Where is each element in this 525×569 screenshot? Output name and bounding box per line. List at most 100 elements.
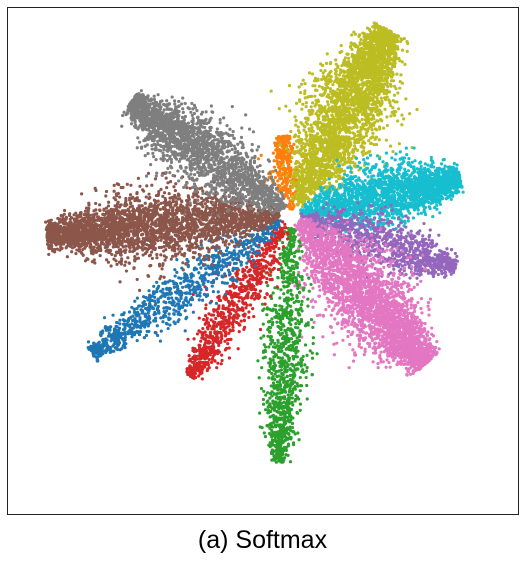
scatter-point: [363, 53, 367, 57]
scatter-point: [319, 172, 323, 176]
scatter-point: [276, 149, 280, 153]
scatter-point: [375, 42, 379, 46]
scatter-point: [353, 144, 357, 148]
scatter-point: [324, 111, 328, 115]
scatter-point: [332, 93, 336, 97]
scatter-point: [352, 107, 356, 111]
scatter-point: [304, 105, 308, 109]
scatter-point: [299, 120, 303, 125]
scatter-point: [392, 33, 396, 37]
scatter-point: [373, 65, 377, 69]
scatter-point: [333, 131, 338, 135]
scatter-point: [428, 206, 432, 211]
scatter-point: [295, 196, 299, 201]
scatter-point: [347, 110, 351, 114]
scatter-point: [362, 62, 366, 66]
scatter-point: [299, 148, 303, 152]
scatter-point: [256, 157, 261, 161]
scatter-point: [281, 145, 285, 149]
scatter-point: [332, 151, 336, 155]
scatter-point: [402, 117, 406, 121]
scatter-point: [406, 41, 410, 46]
scatter-point: [323, 105, 327, 109]
scatter-point: [286, 196, 291, 200]
scatter-point: [281, 157, 285, 161]
scatter-point: [297, 85, 301, 89]
scatter-point: [367, 72, 371, 76]
scatter-point: [358, 136, 362, 140]
scatter-point: [341, 135, 345, 139]
scatter-point: [294, 123, 298, 127]
scatter-point: [303, 149, 307, 153]
scatter-point: [398, 80, 402, 84]
scatter-point: [329, 79, 333, 83]
scatter-point: [338, 50, 342, 55]
scatter-point: [279, 149, 283, 153]
scatter-point: [371, 131, 375, 135]
scatter-point: [361, 136, 365, 140]
scatter-point: [373, 89, 377, 93]
scatter-point: [285, 134, 289, 138]
scatter-point: [334, 179, 339, 184]
scatter-point: [271, 169, 275, 174]
scatter-point: [442, 157, 446, 162]
scatter-point: [346, 95, 350, 99]
scatter-point: [346, 56, 351, 60]
scatter-point: [276, 140, 280, 145]
scatter-point: [419, 164, 423, 168]
scatter-point: [308, 181, 312, 186]
scatter-point: [288, 202, 292, 206]
scatter-point: [359, 72, 363, 76]
scatter-point: [396, 119, 400, 123]
scatter-point: [357, 140, 361, 144]
scatter-point: [318, 164, 322, 168]
scatter-point: [322, 186, 326, 190]
scatter-point: [351, 131, 355, 135]
scatter-point: [276, 173, 281, 177]
scatter-point: [328, 151, 333, 155]
scatter-point: [380, 27, 384, 31]
scatter-point: [307, 197, 311, 201]
scatter-point: [397, 163, 401, 167]
scatter-point: [303, 170, 307, 174]
scatter-point: [294, 192, 298, 196]
scatter-point: [290, 156, 294, 160]
scatter-point: [377, 112, 381, 116]
scatter-point: [389, 30, 393, 34]
scatter-point: [296, 149, 300, 153]
scatter-point: [372, 73, 376, 77]
scatter-point: [329, 97, 333, 101]
scatter-point: [365, 118, 370, 122]
scatter-point: [321, 133, 326, 137]
scatter-point: [291, 197, 295, 202]
scatter-point: [323, 177, 327, 181]
scatter-point: [289, 206, 293, 210]
scatter-point: [325, 100, 330, 104]
scatter-point: [324, 61, 329, 65]
scatter-point: [285, 187, 290, 191]
scatter-point: [422, 210, 426, 214]
scatter-point: [309, 192, 313, 196]
scatter-point: [377, 171, 381, 176]
scatter-point: [349, 75, 353, 79]
scatter-point: [419, 211, 423, 215]
scatter-point: [431, 214, 435, 219]
scatter-point: [304, 101, 308, 105]
scatter-point: [387, 46, 391, 51]
scatter-point: [367, 63, 371, 67]
scatter-point: [280, 181, 284, 186]
scatter-point: [316, 78, 320, 82]
scatter-point: [353, 134, 357, 138]
scatter-point: [305, 122, 310, 126]
scatter-point: [363, 105, 367, 109]
scatter-point: [385, 64, 389, 68]
scatter-point: [287, 149, 291, 154]
scatter-point: [275, 162, 280, 166]
scatter-point: [338, 160, 342, 164]
scatter-point: [359, 37, 363, 42]
scatter-point: [276, 137, 280, 142]
scatter-point: [372, 212, 376, 216]
scatter-point: [307, 109, 311, 113]
scatter-point: [382, 60, 386, 64]
scatter-point: [279, 160, 283, 164]
